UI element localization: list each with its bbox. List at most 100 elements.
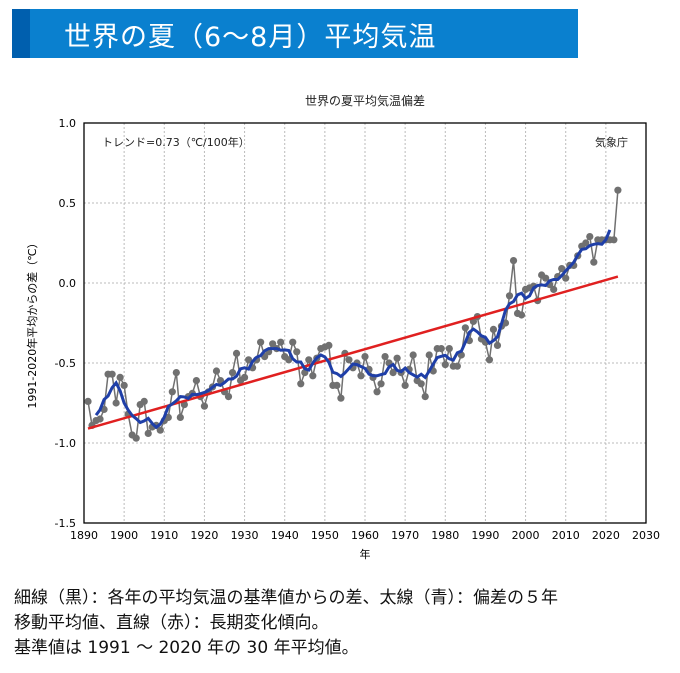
annual-anomaly-point (192, 377, 200, 385)
annual-anomaly-point (244, 356, 253, 364)
annual-anomaly-point (373, 388, 381, 396)
annual-anomaly-point (224, 393, 233, 401)
annual-anomaly-point (381, 353, 389, 361)
annual-anomaly-point (84, 397, 92, 405)
y-tick-label: 0.0 (59, 277, 77, 290)
x-tick-label: 1930 (231, 529, 259, 542)
annual-anomaly-point (180, 401, 188, 409)
annual-anomaly-point (212, 367, 221, 375)
annual-anomaly-point (421, 393, 429, 401)
annual-anomaly-point (325, 341, 333, 349)
annual-anomaly-point (409, 351, 417, 359)
annual-anomaly-point (228, 369, 237, 377)
annual-anomaly-point (437, 345, 445, 353)
x-tick-label: 1900 (110, 529, 138, 542)
annual-anomaly-point (425, 351, 433, 359)
annual-anomaly-point (140, 397, 148, 405)
source-annotation: 気象庁 (595, 135, 628, 149)
x-tick-label: 2000 (512, 529, 540, 542)
annual-anomaly-point (505, 292, 514, 300)
trend-annotation: トレンド=0.73（℃/100年） (102, 135, 250, 149)
annual-anomaly-point (269, 340, 277, 348)
annual-anomaly-point (305, 356, 313, 364)
x-tick-label: 2020 (592, 529, 620, 542)
y-tick-label: 0.5 (59, 197, 77, 210)
moving-average-line (94, 229, 612, 430)
annual-anomaly-point (309, 372, 317, 380)
annual-anomaly-point (509, 257, 518, 265)
caption: 細線（黒）：各年の平均気温の基準値からの差、太線（青）：偏差の５年 移動平均値、… (14, 586, 558, 661)
annual-anomaly-point (293, 348, 301, 356)
y-axis-label: 1991-2020年平均からの差（℃） (25, 237, 39, 408)
header-bar: 世界の夏（6～8月）平均気温 (12, 9, 578, 58)
annual-anomaly-point (586, 233, 594, 241)
annual-anomaly-point (393, 354, 401, 362)
x-tick-label: 1950 (311, 529, 339, 542)
annual-anomaly-point (453, 362, 461, 370)
annual-anomaly-point (489, 325, 498, 333)
annual-anomaly-point (401, 381, 409, 389)
annual-anomaly-point (120, 381, 128, 389)
annual-anomaly-point (96, 415, 104, 423)
caption-line-2: 移動平均値、直線（赤）：長期変化傾向。 (14, 613, 329, 633)
x-tick-label: 2010 (552, 529, 580, 542)
x-tick-label: 1910 (150, 529, 178, 542)
caption-line-1: 細線（黒）：各年の平均気温の基準値からの差、太線（青）：偏差の５年 (14, 588, 558, 608)
annual-anomaly-point (377, 380, 385, 388)
annual-anomaly-point (144, 429, 152, 437)
annual-anomaly-point (240, 373, 249, 381)
annual-anomaly-point (345, 356, 353, 364)
chart-title: 世界の夏平均気温偏差 (305, 93, 425, 108)
annual-anomaly-point (172, 369, 180, 377)
annual-anomaly-point (277, 338, 285, 346)
annual-anomaly-point (389, 369, 397, 377)
annual-anomaly-point (590, 258, 598, 266)
annual-anomaly-point (558, 265, 566, 273)
x-tick-label: 1970 (391, 529, 419, 542)
x-tick-label: 1890 (70, 529, 98, 542)
header-stripe (12, 9, 30, 58)
annual-anomaly-point (417, 380, 425, 388)
x-tick-label: 1940 (271, 529, 299, 542)
annual-anomaly-point (132, 434, 140, 442)
annual-anomaly-point (333, 381, 341, 389)
x-tick-label: 2030 (632, 529, 660, 542)
annual-anomaly-point (542, 274, 550, 282)
plot-frame (83, 122, 647, 524)
annual-anomaly-line (87, 190, 619, 440)
annual-anomaly-point (168, 388, 176, 396)
temperature-anomaly-chart: 世界の夏平均気温偏差 トレンド=0.73（℃/100年） 気象庁 1890 190… (25, 93, 660, 561)
annual-anomaly-point (361, 353, 369, 361)
annual-anomaly-point (200, 402, 209, 410)
y-tick-label: -1.5 (55, 517, 76, 530)
annual-anomaly-point (257, 338, 265, 346)
annual-anomaly-point (493, 341, 502, 349)
annual-anomaly-point (485, 356, 494, 364)
annual-anomaly-point (562, 274, 570, 282)
annual-anomaly-point (441, 361, 449, 369)
annual-anomaly-point (582, 239, 590, 247)
x-tick-label: 1990 (471, 529, 499, 542)
annual-anomaly-point (357, 372, 365, 380)
caption-line-3: 基準値は 1991 ～ 2020 年の 30 年平均値。 (14, 638, 359, 658)
x-tick-label: 1960 (351, 529, 379, 542)
annual-anomaly-point (614, 186, 622, 194)
annual-anomaly-point (445, 345, 453, 353)
page-title: 世界の夏（6～8月）平均気温 (64, 22, 437, 53)
annual-anomaly-point (164, 413, 172, 421)
annual-anomaly-point (285, 356, 293, 364)
annual-anomaly-point (108, 370, 116, 378)
trend-line (87, 275, 619, 430)
annual-anomaly-point (550, 285, 558, 293)
annual-anomaly-point (337, 394, 345, 402)
x-axis-label: 年 (360, 547, 371, 561)
annual-anomaly-point (289, 338, 297, 346)
annual-anomaly-point (610, 236, 618, 244)
annual-anomaly-point (232, 349, 241, 357)
annual-anomaly-point (156, 426, 164, 434)
annual-anomaly-point (112, 399, 120, 407)
y-tick-label: 1.0 (59, 117, 77, 130)
annual-anomaly-point (176, 413, 184, 421)
x-tick-label: 1920 (190, 529, 218, 542)
annual-anomaly-point (297, 380, 305, 388)
